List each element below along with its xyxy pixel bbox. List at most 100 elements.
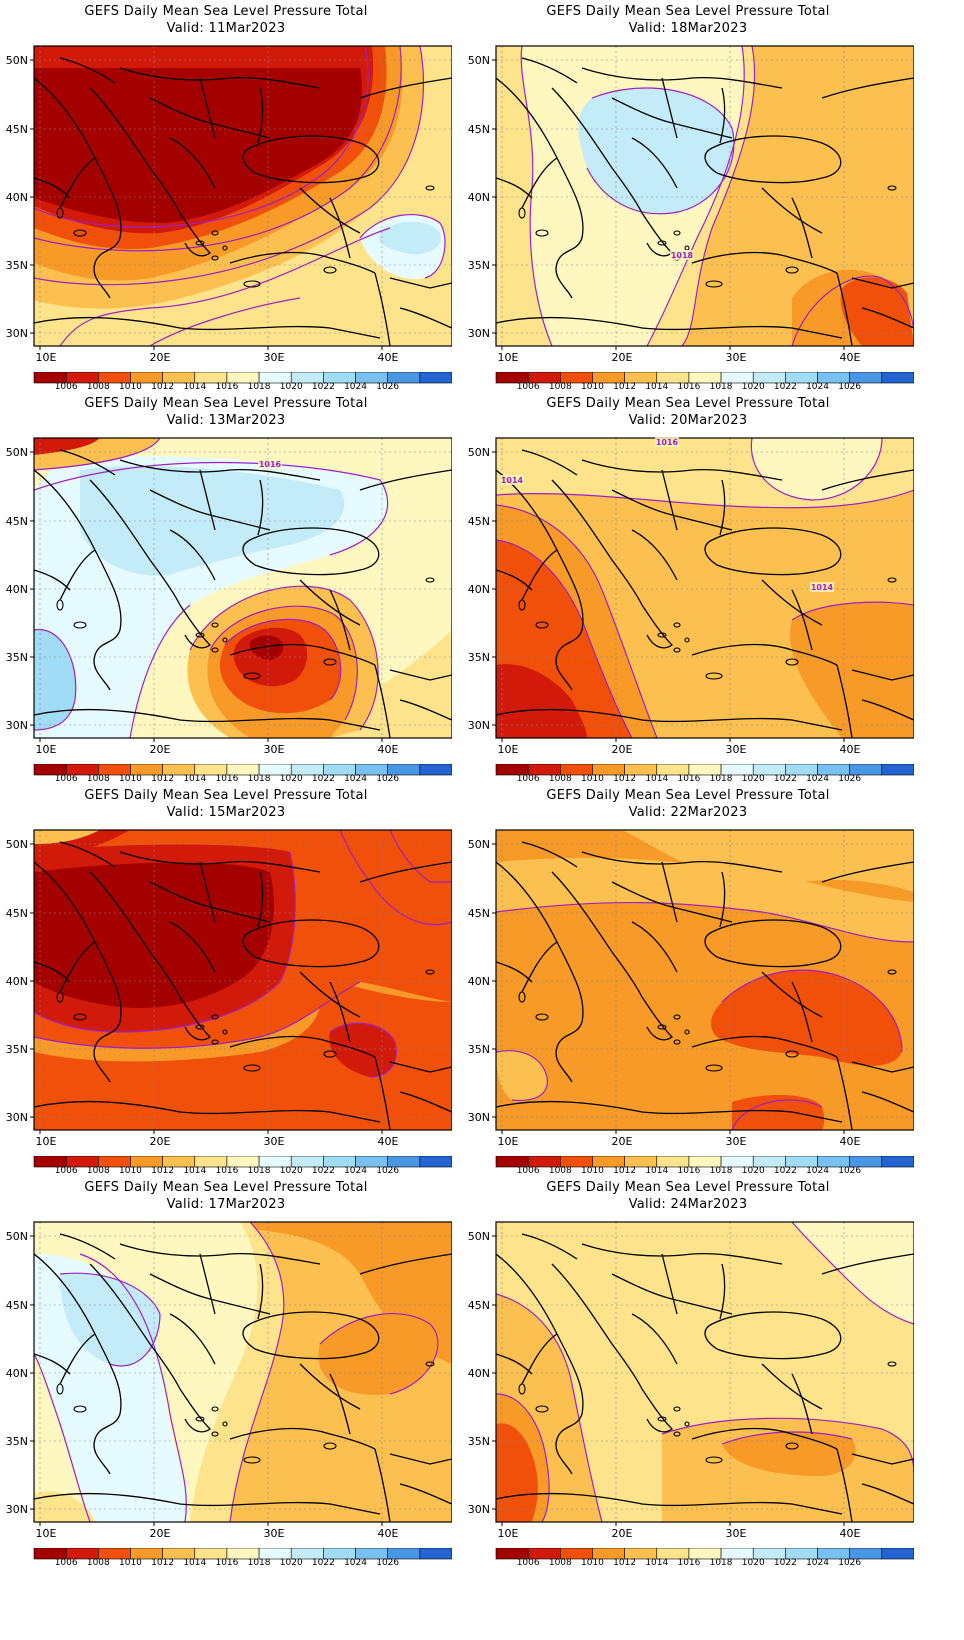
coastline [59,157,96,209]
isobar-line [750,438,883,501]
colorbar-label: 1024 [344,774,367,784]
colorbar-label: 1012 [613,1558,637,1568]
pressure-fill [732,1095,825,1130]
colorbar-label: 1010 [119,1558,142,1568]
coastline [521,841,578,868]
colorbar-label: 1018 [247,1558,271,1568]
lat-label: 50N [6,54,28,67]
coastline [521,1333,558,1385]
map-panel: GEFS Daily Mean Sea Level Pressure Total… [0,1176,452,1576]
coastline [299,1363,361,1410]
coastline [631,1313,678,1365]
isobar-line [34,46,402,252]
colorbar-label: 1014 [645,1166,669,1176]
coastline [34,1353,71,1375]
coastline [89,871,181,998]
isobar-line [209,605,358,721]
coastline [119,1243,321,1265]
lat-label: 30N [6,1111,28,1124]
coastline [521,57,578,84]
lat-label: 40N [6,583,28,596]
coastline [611,881,733,923]
isobar-line [34,46,369,228]
lon-label: 20E [612,351,633,364]
colorbar-label: 1026 [838,1166,862,1176]
isobar-line [791,1222,914,1325]
contour-label: 1014 [501,476,524,485]
colorbar-label: 1010 [581,774,604,784]
isobar-line [329,1022,397,1078]
pressure-map: 50N 45N 40N 35N 30N 10E 20E 30E 40E 1016 1014 1014 [468,437,914,756]
coastline [821,861,914,883]
contour-label-bg [655,437,679,447]
isobar-line [791,275,914,346]
pressure-fill [578,88,734,214]
island [211,647,219,653]
colorbar-label: 1018 [247,1166,271,1176]
lon-label: 40E [378,351,399,364]
colorbar [495,1156,914,1168]
lon-label: 10E [36,1527,57,1540]
coastline [851,1061,914,1073]
island [222,637,228,643]
coastline [791,197,813,259]
colorbar [495,1548,914,1560]
isobar-line [229,1222,285,1522]
pressure-fill [34,438,100,455]
panel-title: GEFS Daily Mean Sea Level Pressure Total [546,1180,830,1195]
lon-label: 20E [612,1135,633,1148]
contour-label: 1018 [671,251,694,260]
map-frame [33,829,452,1131]
island [195,240,205,246]
pressure-fill [34,1222,452,1364]
lon-label: 20E [150,1527,171,1540]
coastline [229,1427,376,1450]
contour-label-bg [258,459,282,469]
pressure-fill [710,970,902,1066]
island [211,1406,219,1412]
colorbar-label: 1012 [151,1558,175,1568]
colorbar-label: 1018 [709,774,733,784]
coastline [641,604,674,649]
island [673,1014,681,1020]
coastline [851,1453,914,1465]
isobar-line [59,1272,161,1367]
isobar-line [34,851,296,1033]
island [222,245,228,251]
coastline [329,981,351,1043]
colorbar-labels: 1006 1008 1010 1012 1014 1016 1018 1020 1022 1024… [462,382,914,394]
colorbar-label: 1022 [773,1558,797,1568]
colorbar-label: 1026 [376,382,400,392]
island [785,266,799,274]
isobar-line [496,489,914,509]
coastline [257,479,264,536]
panel-valid-date: Valid: 18Mar2023 [628,21,748,36]
isobar-line [359,214,446,279]
map-panel: GEFS Daily Mean Sea Level Pressure Total… [0,0,452,400]
coastline [34,708,381,731]
lat-label: 30N [6,719,28,732]
colorbar-label: 1022 [773,382,797,392]
colorbar [33,764,452,776]
coastline [521,549,558,601]
colorbar-label: 1012 [151,382,175,392]
colorbar-label: 1024 [344,382,367,392]
colorbar-label: 1008 [86,1558,110,1568]
isobar-line [189,585,379,731]
lon-label: 10E [36,1135,57,1148]
map-panel: GEFS Daily Mean Sea Level Pressure Total… [462,784,914,1184]
pressure-fill [751,438,882,500]
coastline [299,971,361,1018]
island [195,1416,205,1422]
coastline [581,1243,783,1265]
lat-label: 35N [468,259,490,272]
island [56,991,64,1003]
colorbar-label: 1012 [613,382,637,392]
coastline [641,996,674,1041]
colorbar-label: 1020 [741,1166,765,1176]
isobar-line [34,629,77,731]
colorbar-label: 1020 [279,382,303,392]
lat-label: 30N [468,719,490,732]
colorbar-label: 1010 [119,382,142,392]
lon-label: 20E [150,1135,171,1148]
